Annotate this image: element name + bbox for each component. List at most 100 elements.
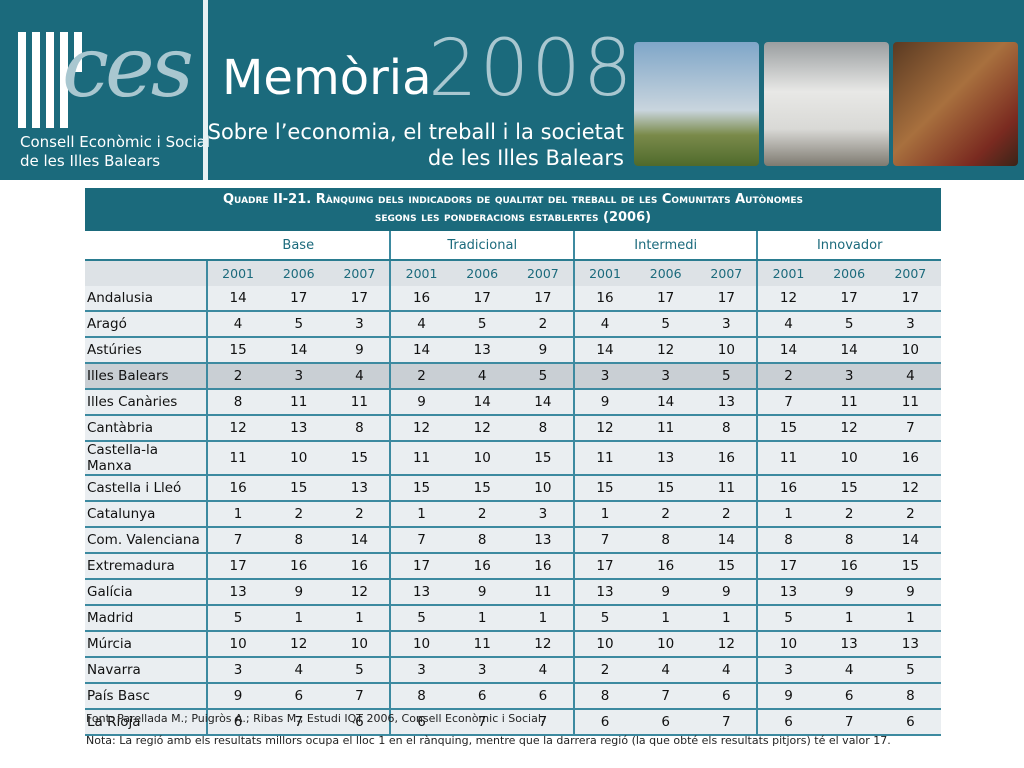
rank-cell: 10 bbox=[512, 475, 574, 502]
region-name: Castella-la Manxa bbox=[85, 441, 207, 476]
rank-cell: 11 bbox=[389, 441, 452, 476]
region-name: País Basc bbox=[85, 683, 207, 710]
rank-cell: 16 bbox=[451, 553, 513, 580]
rank-cell: 15 bbox=[879, 553, 941, 580]
rank-cell: 14 bbox=[696, 527, 758, 554]
rank-cell: 17 bbox=[268, 286, 330, 312]
rank-cell: 8 bbox=[696, 415, 758, 442]
rank-cell: 17 bbox=[512, 286, 574, 312]
table: Base Tradicional Intermedi Innovador 2001 200… bbox=[85, 231, 941, 736]
region-name: Castella i Lleó bbox=[85, 475, 207, 502]
year-header: 2007 bbox=[329, 260, 391, 286]
table-row: Madrid 5 1 1 5 1 1 5 1 1 5 1 1 bbox=[85, 605, 941, 632]
rank-cell: 17 bbox=[696, 286, 758, 312]
rank-cell: 2 bbox=[818, 501, 880, 528]
rank-cell: 13 bbox=[205, 579, 269, 606]
rank-cell: 10 bbox=[818, 441, 880, 476]
region-name: La Rioja bbox=[85, 709, 207, 736]
rank-cell: 2 bbox=[512, 311, 574, 338]
rank-cell: 2 bbox=[572, 657, 636, 684]
region-name: Astúries bbox=[85, 337, 207, 364]
rank-cell: 6 bbox=[879, 709, 941, 736]
rank-cell: 12 bbox=[635, 337, 697, 364]
rank-cell: 13 bbox=[696, 389, 758, 416]
rank-cell: 13 bbox=[329, 475, 391, 502]
rank-cell: 15 bbox=[205, 337, 269, 364]
rank-cell: 11 bbox=[205, 441, 269, 476]
rank-cell: 6 bbox=[572, 709, 636, 736]
rank-cell: 2 bbox=[329, 501, 391, 528]
rank-cell: 12 bbox=[572, 415, 636, 442]
rank-cell: 14 bbox=[451, 389, 513, 416]
year-header: 2007 bbox=[512, 260, 574, 286]
rank-cell: 5 bbox=[696, 363, 758, 390]
group-header: Base bbox=[207, 231, 391, 261]
rank-cell: 11 bbox=[635, 415, 697, 442]
table-row: Galícia 13 9 12 13 9 11 13 9 9 13 9 9 bbox=[85, 579, 941, 606]
rank-cell: 15 bbox=[451, 475, 513, 502]
rank-cell: 12 bbox=[205, 415, 269, 442]
rank-cell: 17 bbox=[879, 286, 941, 312]
rank-cell: 16 bbox=[512, 553, 574, 580]
rank-cell: 16 bbox=[205, 475, 269, 502]
rank-cell: 4 bbox=[268, 657, 330, 684]
table-row: Com. Valenciana 7 8 14 7 8 13 7 8 14 8 8 14 bbox=[85, 527, 941, 554]
rank-cell: 6 bbox=[696, 683, 758, 710]
region-name: Extremadura bbox=[85, 553, 207, 580]
rank-cell: 10 bbox=[635, 631, 697, 658]
divider bbox=[203, 0, 208, 180]
rank-cell: 7 bbox=[451, 709, 513, 736]
rank-cell: 6 bbox=[756, 709, 819, 736]
rank-cell: 4 bbox=[451, 363, 513, 390]
region-name: Madrid bbox=[85, 605, 207, 632]
rank-cell: 2 bbox=[268, 501, 330, 528]
rank-cell: 4 bbox=[389, 311, 452, 338]
rank-cell: 8 bbox=[572, 683, 636, 710]
region-name: Catalunya bbox=[85, 501, 207, 528]
rank-cell: 7 bbox=[879, 415, 941, 442]
rank-cell: 10 bbox=[696, 337, 758, 364]
rank-cell: 2 bbox=[451, 501, 513, 528]
table-row: Cantàbria 12 13 8 12 12 8 12 11 8 15 12 7 bbox=[85, 415, 941, 442]
region-name: Cantàbria bbox=[85, 415, 207, 442]
rank-cell: 11 bbox=[756, 441, 819, 476]
rank-cell: 15 bbox=[818, 475, 880, 502]
rank-cell: 8 bbox=[756, 527, 819, 554]
rank-cell: 13 bbox=[572, 579, 636, 606]
region-name: Illes Balears bbox=[85, 363, 207, 390]
rank-cell: 7 bbox=[389, 527, 452, 554]
rank-cell: 17 bbox=[329, 286, 391, 312]
rank-cell: 9 bbox=[756, 683, 819, 710]
rank-cell: 4 bbox=[756, 311, 819, 338]
rank-cell: 9 bbox=[572, 389, 636, 416]
rank-cell: 4 bbox=[879, 363, 941, 390]
rank-cell: 7 bbox=[205, 527, 269, 554]
rank-cell: 5 bbox=[572, 605, 636, 632]
year-header: 2006 bbox=[635, 260, 697, 286]
rank-cell: 7 bbox=[818, 709, 880, 736]
rank-cell: 15 bbox=[389, 475, 452, 502]
rank-cell: 1 bbox=[756, 501, 819, 528]
rank-cell: 11 bbox=[818, 389, 880, 416]
rank-cell: 9 bbox=[696, 579, 758, 606]
rank-cell: 10 bbox=[879, 337, 941, 364]
rank-cell: 5 bbox=[512, 363, 574, 390]
region-name: Navarra bbox=[85, 657, 207, 684]
rank-cell: 15 bbox=[329, 441, 391, 476]
rank-cell: 2 bbox=[879, 501, 941, 528]
table-row: Illes Balears 2 3 4 2 4 5 3 3 5 2 3 4 bbox=[85, 363, 941, 390]
rank-cell: 4 bbox=[635, 657, 697, 684]
rank-cell: 1 bbox=[205, 501, 269, 528]
year-header: 2007 bbox=[696, 260, 758, 286]
rank-cell: 10 bbox=[329, 631, 391, 658]
rank-cell: 8 bbox=[205, 389, 269, 416]
table-row: Catalunya 1 2 2 1 2 3 1 2 2 1 2 2 bbox=[85, 501, 941, 528]
rank-cell: 5 bbox=[329, 657, 391, 684]
rank-cell: 3 bbox=[329, 311, 391, 338]
rank-cell: 14 bbox=[512, 389, 574, 416]
table-row: País Basc 9 6 7 8 6 6 8 7 6 9 6 8 bbox=[85, 683, 941, 710]
rank-cell: 14 bbox=[879, 527, 941, 554]
rank-cell: 12 bbox=[879, 475, 941, 502]
rank-cell: 15 bbox=[696, 553, 758, 580]
rank-cell: 3 bbox=[268, 363, 330, 390]
